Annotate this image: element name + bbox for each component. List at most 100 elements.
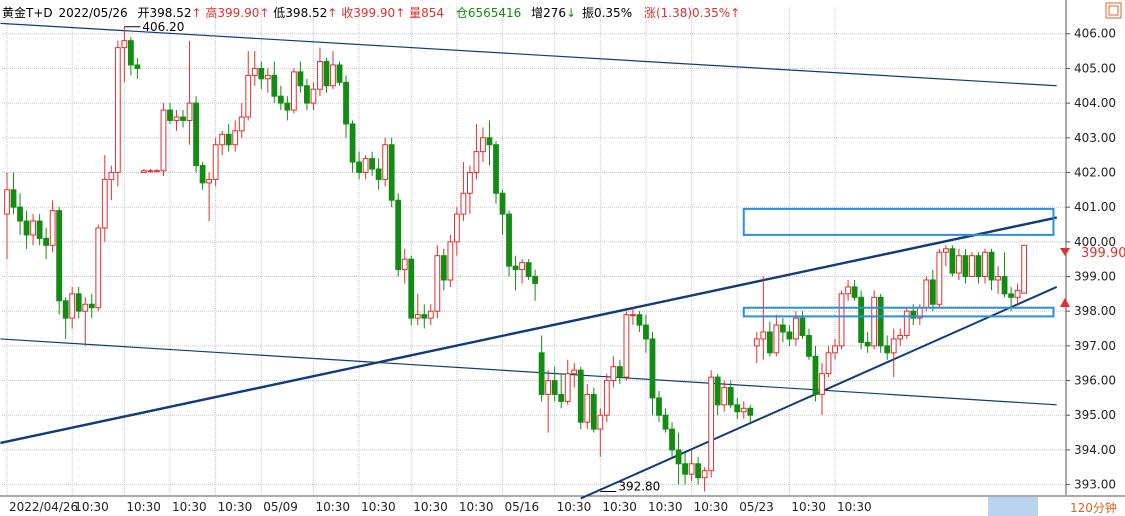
candle-body <box>212 144 219 180</box>
candle-body <box>284 102 291 111</box>
candle-body <box>297 71 304 87</box>
candle-body <box>88 303 95 309</box>
y-tick-label: 398.00 <box>1074 304 1116 318</box>
grid <box>0 0 1125 497</box>
price-down-marker-icon <box>1060 248 1070 256</box>
candle-body <box>290 71 297 111</box>
x-tick-label: 05/16 <box>505 500 540 514</box>
candle-body <box>623 314 630 378</box>
candle-body <box>460 192 467 215</box>
panel-toggle-icon[interactable] <box>1105 2 1122 19</box>
candle-body <box>330 64 336 87</box>
candle-body <box>30 220 36 236</box>
candle-body <box>434 255 441 312</box>
candle-body <box>219 133 226 146</box>
candle-body <box>525 262 532 278</box>
y-tick-label: 401.00 <box>1074 200 1116 214</box>
y-tick-label: 394.00 <box>1074 443 1116 457</box>
candle-body <box>727 386 734 406</box>
oi-label: 仓 <box>456 6 468 20</box>
close-value: 399.90 <box>353 6 395 20</box>
candle-body <box>440 255 447 281</box>
oi-change-value: 276 <box>543 6 566 20</box>
candle-body <box>69 293 76 319</box>
candle-body <box>929 279 936 305</box>
candle-body <box>336 64 343 83</box>
y-tick-label: 402.00 <box>1074 165 1116 179</box>
candle-body <box>75 293 82 312</box>
candle-body <box>121 40 128 49</box>
candle-body <box>975 255 982 278</box>
candle-body <box>571 369 578 375</box>
x-tick-label: 10:30 <box>172 500 207 514</box>
candle-body <box>453 213 460 243</box>
trendline <box>0 216 1057 445</box>
up-arrow-icon: ↑ <box>191 6 201 20</box>
candle-body <box>310 88 317 104</box>
candle-body <box>740 407 747 413</box>
candle-body <box>356 161 362 173</box>
candle-body <box>95 227 102 309</box>
candle-body <box>577 369 584 423</box>
candle-body <box>806 334 812 357</box>
candle-body <box>56 210 63 302</box>
candle-body <box>590 393 597 430</box>
y-tick-label: 405.00 <box>1074 61 1116 75</box>
candle-body <box>167 109 173 121</box>
candle-body <box>819 373 825 395</box>
down-arrow-icon: ↓ <box>566 6 576 20</box>
candle-body <box>395 199 402 271</box>
candle-body <box>982 251 988 278</box>
candle-body <box>688 463 695 475</box>
candle-body <box>193 102 199 167</box>
x-tick-label: 10:30 <box>459 500 494 514</box>
candle-body <box>317 60 323 90</box>
candle-body <box>447 241 454 281</box>
candle-body <box>304 85 310 104</box>
y-tick-label: 406.00 <box>1074 27 1116 41</box>
candle-body <box>43 237 50 246</box>
y-tick-label: 393.00 <box>1074 478 1116 492</box>
oi-change-label: 增 <box>531 6 543 20</box>
candle-body <box>349 123 356 163</box>
low-value: 398.52 <box>285 6 327 20</box>
extreme-price-label: 392.80 <box>618 480 660 494</box>
x-tick-label: 10:30 <box>126 500 161 514</box>
open-label: 开 <box>137 6 149 20</box>
candle-body <box>766 331 773 354</box>
candle-body <box>82 303 89 312</box>
candle-body <box>858 296 865 343</box>
candle-body <box>551 380 558 395</box>
candle-body <box>238 116 245 132</box>
candle-body <box>473 151 480 173</box>
candle-body <box>942 248 949 253</box>
candle-body <box>956 255 962 274</box>
candle-body <box>864 341 871 347</box>
candle-body <box>714 376 721 406</box>
candle-body <box>127 40 134 66</box>
close-label: 收 <box>341 6 353 20</box>
panel-toggle-icon-inner <box>1108 5 1119 16</box>
x-tick-label: 2022/04/26 <box>9 500 78 514</box>
x-tick-label: 05/23 <box>739 500 774 514</box>
candle-body <box>897 334 904 340</box>
candle-body <box>199 165 206 184</box>
candle-body <box>675 449 682 465</box>
candle-body <box>141 170 147 173</box>
x-tick-label: 10:30 <box>413 500 448 514</box>
volume-label: 量 <box>409 6 421 20</box>
candle-body <box>369 158 376 170</box>
candle-body <box>532 276 539 284</box>
candle-body <box>799 317 806 336</box>
candle-body <box>584 393 591 423</box>
period-selector[interactable]: 120分钟 <box>1070 500 1117 515</box>
date-value: 2022/05/26 <box>58 6 127 20</box>
candle-body <box>988 251 995 281</box>
candle-body <box>923 279 930 309</box>
candle-body <box>1001 276 1008 295</box>
candle-body <box>630 314 636 317</box>
y-tick-label: 400.00 <box>1074 235 1116 249</box>
candle-body <box>877 296 884 347</box>
candle-body <box>936 251 943 305</box>
